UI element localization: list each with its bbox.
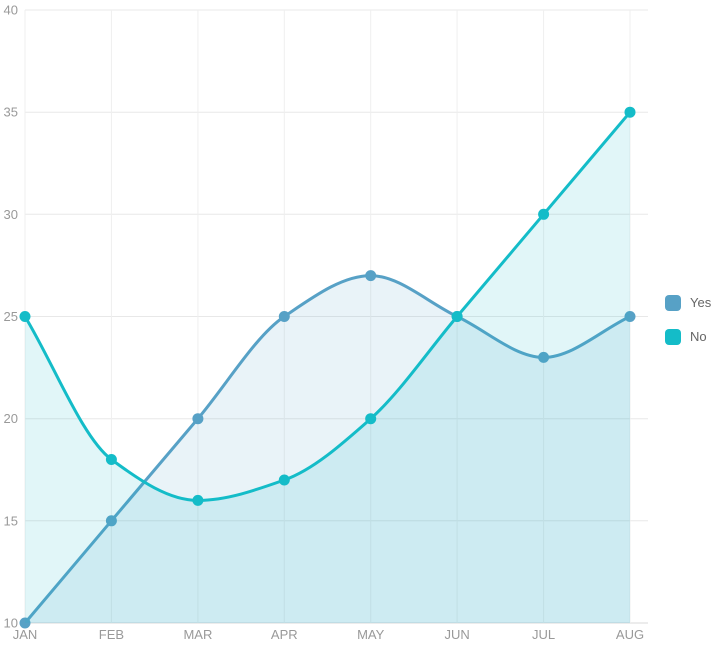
x-axis-label: MAR (183, 627, 212, 642)
point-no-jan[interactable] (19, 311, 31, 322)
point-no-jul[interactable] (538, 208, 550, 220)
chart-legend: Yes No (665, 295, 711, 345)
point-no-mar[interactable] (192, 494, 204, 506)
legend-item-no[interactable]: No (665, 329, 711, 345)
x-axis-label: JUN (444, 627, 469, 642)
y-axis-tick-label: 15 (4, 513, 18, 528)
x-axis-label: FEB (99, 627, 124, 642)
point-yes-mar[interactable] (192, 413, 204, 425)
point-yes-may[interactable] (365, 270, 377, 282)
point-yes-feb[interactable] (105, 515, 117, 527)
x-axis-label: JAN (13, 627, 38, 642)
legend-marker-yes (665, 295, 681, 311)
y-axis-tick-label: 25 (4, 309, 18, 324)
y-axis-tick-label: 30 (4, 207, 18, 222)
x-axis-label: MAY (357, 627, 385, 642)
point-yes-jan[interactable] (19, 617, 31, 629)
x-axis-label: AUG (616, 627, 644, 642)
area-series-yes (25, 275, 630, 623)
legend-label: No (690, 329, 707, 344)
point-no-jun[interactable] (451, 311, 463, 322)
legend-item-yes[interactable]: Yes (665, 295, 711, 311)
point-no-apr[interactable] (278, 474, 290, 486)
x-axis-label: JUL (532, 627, 555, 642)
legend-marker-no (665, 329, 681, 345)
point-no-may[interactable] (365, 413, 377, 425)
point-yes-aug[interactable] (624, 311, 636, 322)
y-axis-tick-label: 40 (4, 3, 18, 18)
legend-label: Yes (690, 295, 712, 310)
point-no-aug[interactable] (624, 106, 636, 118)
x-axis-label: APR (271, 627, 298, 642)
area-series-no (25, 112, 630, 623)
line-series-yes (23, 274, 632, 625)
point-yes-jul[interactable] (538, 351, 550, 363)
point-yes-apr[interactable] (278, 311, 290, 322)
point-no-feb[interactable] (105, 454, 117, 465)
y-axis-tick-label: 35 (4, 105, 18, 120)
y-axis-tick-label: 10 (4, 616, 18, 631)
y-axis-tick-label: 20 (4, 411, 18, 426)
